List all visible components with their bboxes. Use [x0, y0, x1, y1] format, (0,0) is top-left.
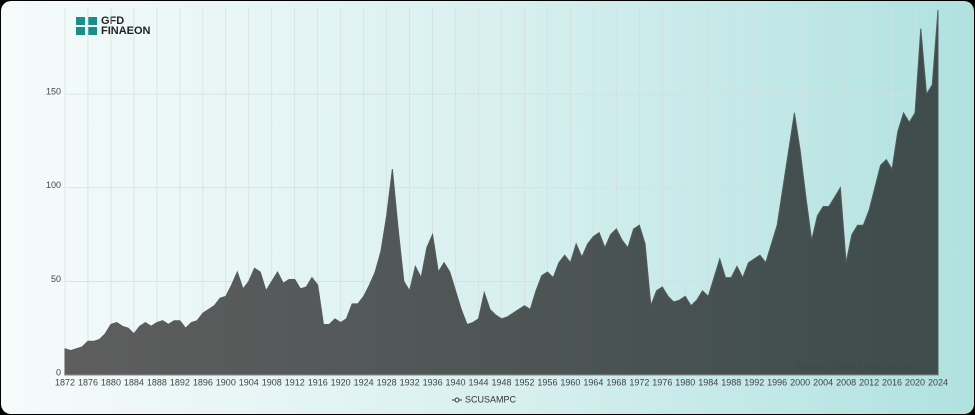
x-tick-label: 1976 [652, 377, 672, 387]
logo-mark [76, 27, 85, 35]
x-tick-label: 1892 [170, 377, 190, 387]
logo-text: FINAEON [101, 25, 151, 37]
x-tick-label: 1872 [55, 377, 75, 387]
x-tick-label: 1972 [629, 377, 649, 387]
legend-icon [454, 397, 460, 403]
x-tick-label: 1904 [239, 377, 259, 387]
logo-mark [88, 17, 97, 25]
area [64, 9, 939, 376]
logo-mark [76, 17, 85, 25]
logo: GFD FINAEON [76, 15, 151, 37]
x-tick-label: 1980 [675, 377, 695, 387]
x-tick-label: 2020 [905, 377, 925, 387]
x-tick-label: 1940 [446, 377, 466, 387]
x-tick-label: 2024 [928, 377, 948, 387]
x-tick-label: 1888 [147, 377, 167, 387]
x-tick-label: 1908 [262, 377, 282, 387]
x-tick-label: 1880 [101, 377, 121, 387]
logo-text: GFD [101, 15, 124, 27]
y-tick-label: 50 [51, 274, 61, 284]
x-tick-label: 2008 [836, 377, 856, 387]
x-tick-label: 1944 [469, 377, 489, 387]
x-tick-label: 2004 [813, 377, 833, 387]
x-tick-label: 2000 [790, 377, 810, 387]
y-tick-label: 0 [56, 367, 61, 377]
x-tick-label: 1960 [560, 377, 580, 387]
x-tick-label: 1956 [537, 377, 557, 387]
x-tick-label: 1932 [400, 377, 420, 387]
y-tick-label: 100 [46, 180, 61, 190]
x-tick-label: 1988 [721, 377, 741, 387]
x-tick-label: 1876 [78, 377, 98, 387]
legend-label: SCUSAMPC [465, 394, 517, 404]
x-tick-label: 2012 [859, 377, 879, 387]
x-tick-label: 1916 [308, 377, 328, 387]
x-tick-label: 1884 [124, 377, 144, 387]
x-tick-label: 1952 [514, 377, 534, 387]
x-tick-label: 1924 [354, 377, 374, 387]
x-tick-label: 1928 [377, 377, 397, 387]
x-tick-label: 1948 [491, 377, 511, 387]
source-note: Source: Global Financial Data [796, 361, 916, 371]
x-tick-label: 1984 [698, 377, 718, 387]
x-tick-label: 1964 [583, 377, 603, 387]
x-tick-label: 1936 [423, 377, 443, 387]
x-tick-label: 1968 [606, 377, 626, 387]
x-tick-label: 1900 [216, 377, 236, 387]
x-tick-label: 2016 [882, 377, 902, 387]
logo-mark [88, 27, 97, 35]
x-tick-label: 1896 [193, 377, 213, 387]
x-tick-label: 1920 [331, 377, 351, 387]
x-tick-label: 1912 [285, 377, 305, 387]
y-tick-label: 150 [46, 87, 61, 97]
x-tick-label: 1996 [767, 377, 787, 387]
x-tick-label: 1992 [744, 377, 764, 387]
